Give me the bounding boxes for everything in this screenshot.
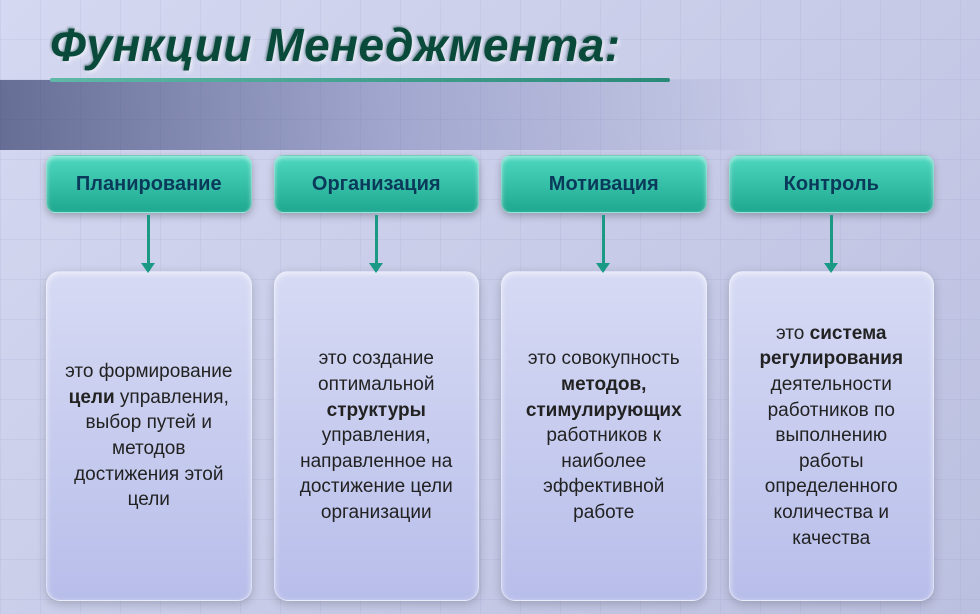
arrow-down-icon: [830, 215, 833, 271]
columns-container: Планирование это формирование цели управл…: [46, 155, 934, 601]
arrow-down-icon: [602, 215, 605, 271]
title-underline: [50, 78, 670, 82]
slide-title: Функции Менеджмента:: [50, 18, 621, 72]
column-header: Контроль: [729, 155, 935, 213]
column-description: это система регулирования деятельности р…: [729, 271, 935, 601]
column-description: это совокупность методов, стимулирующих …: [501, 271, 707, 601]
background-band: [0, 80, 980, 150]
column-3: Контроль это система регулирования деятел…: [729, 155, 935, 601]
arrow-down-icon: [147, 215, 150, 271]
column-description: это формирование цели управления, выбор …: [46, 271, 252, 601]
column-description: это создание оптимальной структуры управ…: [274, 271, 480, 601]
column-header: Планирование: [46, 155, 252, 213]
arrow-down-icon: [375, 215, 378, 271]
column-header: Организация: [274, 155, 480, 213]
column-2: Мотивация это совокупность методов, стиму…: [501, 155, 707, 601]
column-header: Мотивация: [501, 155, 707, 213]
column-1: Организация это создание оптимальной стру…: [274, 155, 480, 601]
column-0: Планирование это формирование цели управл…: [46, 155, 252, 601]
